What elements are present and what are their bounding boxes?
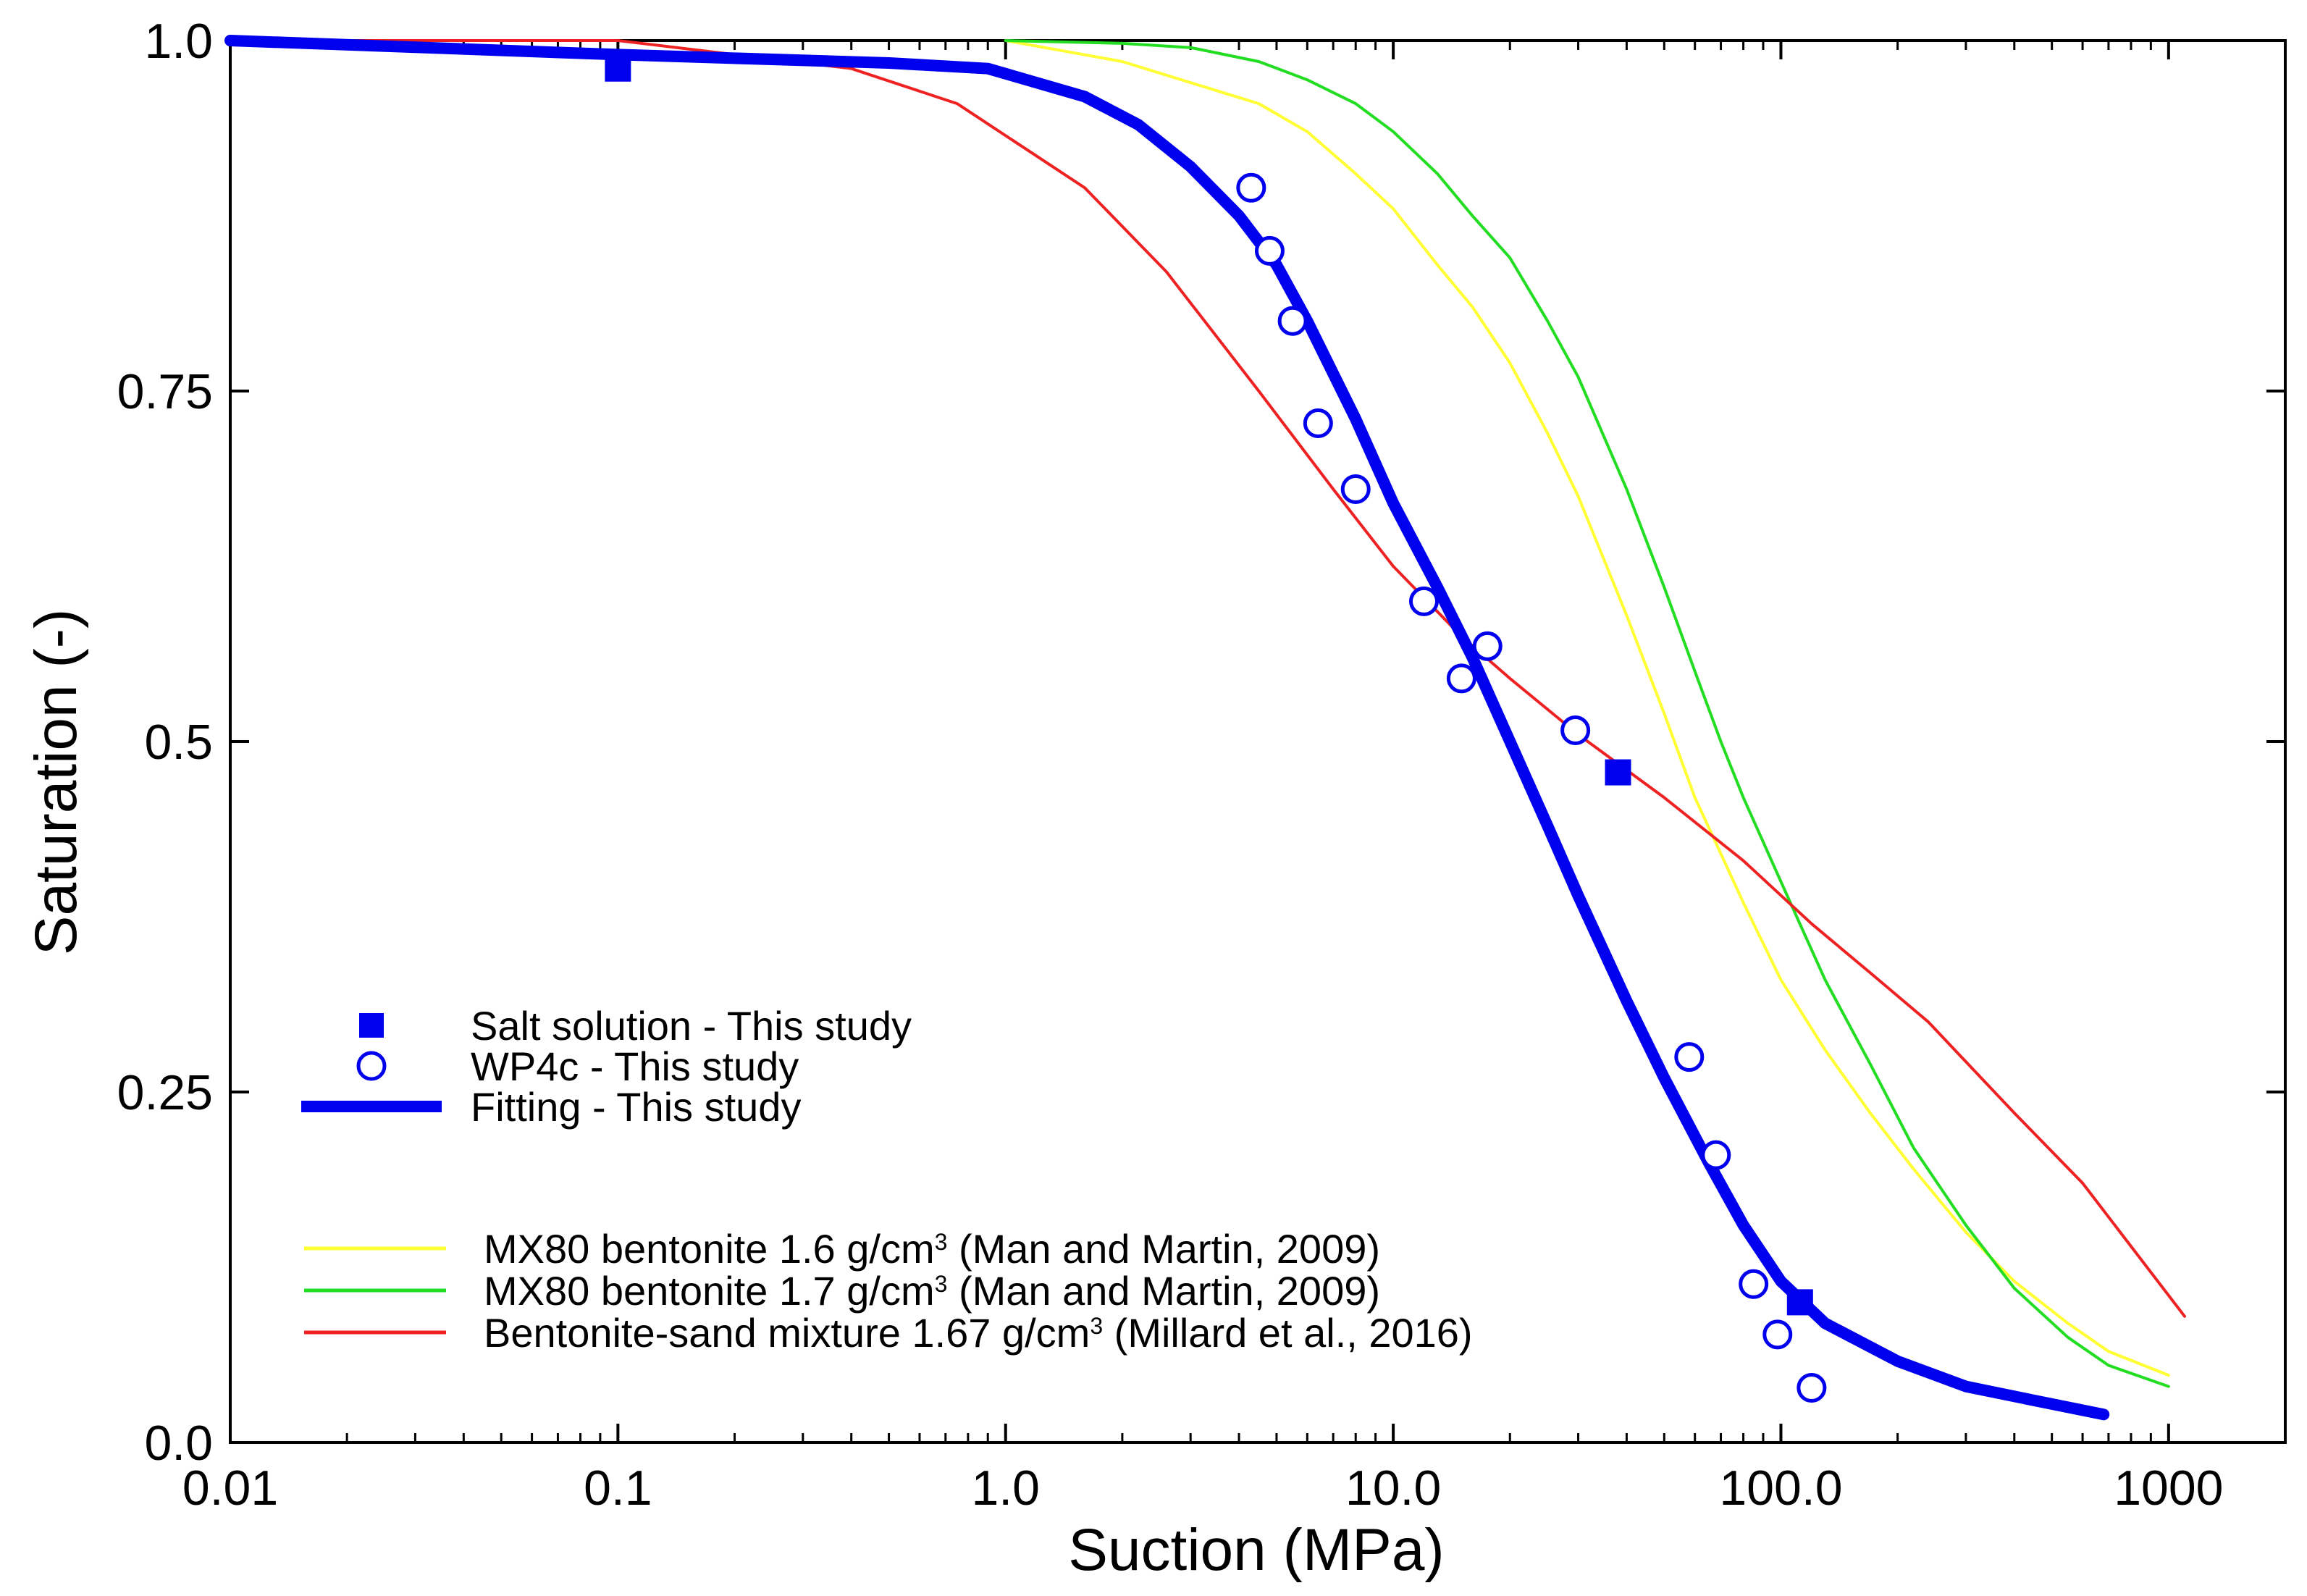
data-point xyxy=(1446,663,1476,694)
data-point xyxy=(1236,172,1266,203)
data-point xyxy=(1303,408,1333,439)
y-tick-label: 0.75 xyxy=(117,364,213,419)
x-tick-label: 0.1 xyxy=(584,1461,652,1516)
legend-label: MX80 bentonite 1.7 g/cm3 (Man and Martin… xyxy=(484,1268,1380,1314)
x-tick-label: 10.0 xyxy=(1345,1461,1441,1516)
x-tick-label: 1.0 xyxy=(971,1461,1040,1516)
legend-label: Bentonite-sand mixture 1.67 g/cm3 (Milla… xyxy=(484,1310,1473,1356)
data-point xyxy=(1340,474,1371,505)
data-point xyxy=(1674,1042,1705,1072)
data-point xyxy=(1797,1372,1827,1403)
data-point xyxy=(1701,1140,1731,1170)
y-axis-label: Saturation (-) xyxy=(23,609,89,956)
legend-marker xyxy=(356,1051,387,1081)
axes: 0.01 0.1 1.0 10.0 100.0 1000 0.0 0.25 0.5 0.75 1.0 xyxy=(117,14,2287,1516)
series-layer xyxy=(224,35,2186,1421)
data-point xyxy=(1472,631,1503,661)
x-axis-label: Suction (MPa) xyxy=(1068,1517,1445,1583)
data-point xyxy=(1254,235,1285,266)
legend-label: Salt solution - This study xyxy=(471,1003,912,1049)
data-point xyxy=(1408,586,1439,616)
x-tick-label: 1000 xyxy=(2114,1461,2223,1516)
series-line xyxy=(1004,39,2170,1377)
data-point xyxy=(1762,1319,1793,1350)
data-point xyxy=(1739,1269,1769,1299)
x-tick-label: 0.01 xyxy=(182,1461,278,1516)
legend-label: WP4c - This study xyxy=(471,1043,799,1089)
legend-label: Fitting - This study xyxy=(471,1084,801,1130)
y-tick-label: 1.0 xyxy=(144,14,213,69)
y-tick-label: 0.25 xyxy=(117,1065,213,1120)
y-tick-label: 0.5 xyxy=(144,715,213,770)
axis-labels: Suction (MPa) Saturation (-) xyxy=(23,609,1445,1583)
data-point xyxy=(1786,1289,1813,1316)
legend-marker xyxy=(359,1013,384,1038)
data-point xyxy=(1605,759,1631,786)
data-point xyxy=(605,55,631,82)
data-point xyxy=(1560,715,1591,746)
legend-label: MX80 bentonite 1.6 g/cm3 (Man and Martin… xyxy=(484,1226,1380,1272)
x-tick-label: 100.0 xyxy=(1719,1461,1842,1516)
series-line xyxy=(224,35,2110,1421)
series-line xyxy=(1004,39,2170,1388)
y-tick-label: 0.0 xyxy=(144,1416,213,1471)
data-point xyxy=(1277,306,1308,336)
